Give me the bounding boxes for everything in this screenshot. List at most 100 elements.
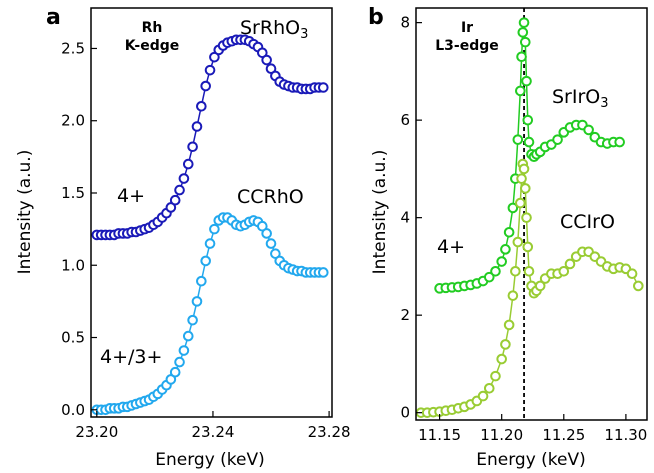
- data-point: [483, 271, 495, 283]
- series-SrIrO3: [434, 17, 625, 294]
- data-point: [500, 339, 511, 350]
- panel-a-valence-4plus-3plus: 4+/3+: [100, 346, 162, 368]
- y-tick-label: 2: [400, 306, 410, 324]
- x-tick-label: 23.24: [191, 423, 234, 441]
- data-point: [503, 319, 515, 331]
- data-point: [521, 212, 532, 223]
- data-point: [187, 141, 198, 153]
- data-point: [204, 238, 216, 249]
- data-point: [522, 241, 534, 253]
- data-point: [496, 256, 507, 267]
- data-point: [510, 265, 521, 277]
- panel-a-marks: [91, 34, 329, 416]
- panel-a-edge-element: Rh: [142, 20, 163, 36]
- data-point: [512, 236, 524, 248]
- y-tick-label: 2.5: [61, 39, 85, 57]
- data-point: [178, 345, 190, 356]
- data-point: [490, 265, 501, 277]
- data-point: [191, 296, 203, 307]
- data-point: [200, 255, 211, 267]
- data-point: [209, 223, 220, 235]
- panel-a-x-axis-label: Energy (keV): [155, 450, 265, 470]
- data-point: [515, 197, 526, 209]
- data-point: [626, 268, 638, 280]
- panel-a-ticks: 23.20 23.24 23.28 0.0 0.5 1.0 1.5 2.0 2.5: [61, 39, 350, 441]
- y-tick-label: 1.5: [61, 184, 85, 202]
- data-point: [521, 75, 532, 87]
- data-point: [515, 85, 526, 97]
- panel-b-valence-4plus: 4+: [437, 236, 465, 258]
- data-point: [518, 17, 530, 28]
- panel-a-edge-name: K-edge: [125, 38, 179, 54]
- data-point: [187, 314, 198, 326]
- x-tick-label: 23.20: [75, 423, 118, 441]
- x-tick-label: 11.25: [542, 426, 585, 444]
- y-tick-label: 8: [400, 14, 410, 32]
- data-point: [490, 370, 501, 382]
- data-point: [523, 136, 535, 148]
- data-point: [558, 265, 570, 277]
- data-point: [191, 121, 203, 132]
- data-point: [516, 51, 527, 63]
- data-point: [614, 136, 625, 148]
- subscript: 3: [600, 96, 608, 111]
- panel-a-ccrho-label: CCRhO: [237, 186, 304, 208]
- data-point: [265, 238, 277, 249]
- data-point: [169, 194, 181, 206]
- data-point: [477, 390, 489, 402]
- panel-a-srrho3-label: SrRhO3: [240, 17, 308, 42]
- y-tick-label: 0.0: [61, 401, 85, 419]
- panel-b: 11.15 11.20 11.25 11.30 0 2 4 6 8 b Ir L3-edge S…: [368, 5, 648, 470]
- y-tick-label: 1.0: [61, 256, 85, 274]
- data-point: [534, 280, 546, 292]
- data-point: [496, 353, 507, 365]
- panel-b-marks: [415, 8, 644, 420]
- x-tick-label: 11.15: [418, 426, 461, 444]
- data-point: [522, 114, 534, 126]
- data-point: [633, 280, 644, 292]
- x-tick-label: 11.20: [480, 426, 523, 444]
- panel-a: 23.20 23.24 23.28 0.0 0.5 1.0 1.5 2.0 2.5 a Rh K…: [15, 5, 351, 470]
- series-SrRhO3: [91, 34, 329, 241]
- data-point: [519, 36, 531, 48]
- data-point: [261, 228, 272, 239]
- data-point: [317, 267, 329, 278]
- panel-b-frame: [415, 7, 648, 421]
- data-point: [503, 226, 515, 238]
- data-point: [518, 163, 530, 175]
- data-point: [174, 356, 185, 368]
- data-point: [564, 258, 576, 270]
- panel-b-y-axis-label: Intensity (a.u.): [370, 150, 390, 275]
- x-tick-label: 11.30: [604, 426, 647, 444]
- panel-a-y-axis-label: Intensity (a.u.): [15, 150, 35, 275]
- data-point: [178, 173, 190, 184]
- panel-b-ccIro-label: CCIrO: [560, 211, 615, 233]
- y-tick-label: 6: [400, 111, 410, 129]
- y-tick-label: 2.0: [61, 112, 85, 130]
- data-point: [204, 64, 216, 76]
- data-point: [182, 158, 194, 170]
- x-tick-label: 23.28: [308, 423, 351, 441]
- data-point: [552, 134, 563, 145]
- panel-b-x-axis-label: Energy (keV): [476, 450, 586, 470]
- panel-a-frame: [90, 7, 333, 418]
- panel-b-letter: b: [368, 5, 384, 30]
- y-tick-label: 4: [400, 209, 410, 227]
- series-CCIrO: [415, 158, 644, 418]
- data-point: [169, 366, 181, 378]
- data-point: [507, 202, 519, 214]
- panel-b-edge-element: Ir: [461, 20, 473, 36]
- data-point: [196, 100, 207, 112]
- data-point: [483, 383, 495, 394]
- data-point: [200, 80, 211, 92]
- data-point: [500, 244, 511, 255]
- data-point: [261, 54, 272, 66]
- data-point: [317, 82, 329, 93]
- panel-b-ticks: 11.15 11.20 11.25 11.30 0 2 4 6 8: [400, 14, 647, 444]
- panel-a-valence-4plus: 4+: [117, 185, 145, 207]
- series-CCRhO: [91, 212, 329, 416]
- subscript: 3: [300, 27, 308, 42]
- data-point: [182, 330, 194, 342]
- panel-a-letter: a: [46, 5, 61, 30]
